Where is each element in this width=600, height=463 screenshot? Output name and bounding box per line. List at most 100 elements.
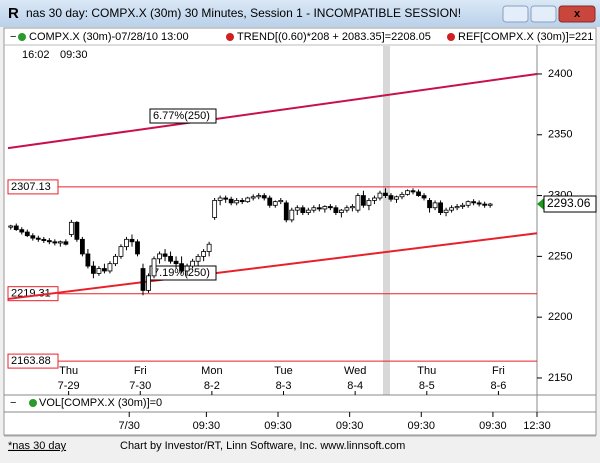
candle-body xyxy=(394,196,399,200)
ref-label-box xyxy=(7,353,59,369)
close-button[interactable] xyxy=(558,5,596,23)
candle-body xyxy=(57,241,63,244)
candle-body xyxy=(79,238,85,255)
legend-entry: COMPX.X (30m)-07/28/10 13:00 xyxy=(29,31,189,43)
candle-body xyxy=(91,265,96,274)
candle-body xyxy=(300,207,306,213)
candle-body xyxy=(234,200,240,204)
tab-label[interactable]: *nas 30 day xyxy=(8,440,67,452)
candle-body xyxy=(305,209,311,213)
day-label: Fri xyxy=(134,365,147,377)
last-price-arrow xyxy=(537,198,544,211)
ref-label: 2307.13 xyxy=(11,181,51,193)
candle-body xyxy=(206,243,212,252)
candle-body xyxy=(184,265,190,272)
collapse-icon[interactable]: − xyxy=(10,31,16,43)
candle-body xyxy=(24,231,30,237)
x-tick-label: 09:30 xyxy=(264,420,292,432)
x-tick-label: 12:30 xyxy=(523,420,551,432)
day-label: Wed xyxy=(344,365,366,377)
candle-body xyxy=(13,225,19,231)
candle-body xyxy=(179,263,184,272)
day-label: Tue xyxy=(274,365,293,377)
candle-body xyxy=(102,268,107,272)
candle-body xyxy=(471,201,477,204)
candle-body xyxy=(135,241,140,255)
candle-body xyxy=(52,241,58,244)
date-label: 7-29 xyxy=(58,380,80,392)
collapse-icon[interactable]: − xyxy=(10,397,16,409)
candle-body xyxy=(74,221,80,240)
x-tick-label: 09:30 xyxy=(479,420,507,432)
candle-body xyxy=(372,197,377,201)
candle-body xyxy=(377,192,383,199)
candle-body xyxy=(68,221,74,235)
candle-body xyxy=(118,246,124,257)
candle-body xyxy=(432,202,438,209)
x-tick-label: 7/30 xyxy=(119,420,140,432)
candle-body xyxy=(151,258,157,277)
candle-body xyxy=(190,260,195,267)
annotation: 6.77%(250) xyxy=(153,110,210,122)
candle-body xyxy=(399,193,405,198)
candle-body xyxy=(294,207,300,211)
close-glyph: x xyxy=(574,8,581,20)
time-label: 16:02 xyxy=(22,49,50,61)
day-label: Thu xyxy=(59,365,78,377)
volume-label: VOL[COMPX.X (30m)]=0 xyxy=(39,397,162,409)
candle-body xyxy=(85,253,91,267)
cursor-band xyxy=(383,46,390,395)
candle-body xyxy=(195,255,201,262)
candle-body xyxy=(113,255,118,265)
candle-body xyxy=(212,200,218,218)
title-bar xyxy=(0,0,600,27)
chart-pane xyxy=(3,27,597,436)
candle-body xyxy=(162,253,168,257)
y-tick-label: 2150 xyxy=(548,372,572,384)
last-price-label: 2293.06 xyxy=(547,196,591,210)
x-tick-label: 09:30 xyxy=(336,420,364,432)
legend-entry: REF[COMPX.X (30m)]=221 xyxy=(458,31,593,43)
date-label: 8-4 xyxy=(347,380,363,392)
candle-body xyxy=(327,206,333,209)
trend-line xyxy=(7,232,538,300)
candle-body xyxy=(421,195,427,199)
candle-body xyxy=(129,238,135,243)
candle-body xyxy=(30,235,36,239)
legend-icon xyxy=(447,33,455,41)
minimize-button[interactable] xyxy=(502,5,529,23)
legend-entry: TREND[(0.60)*208 + 2083.35]=2208.05 xyxy=(237,31,431,43)
day-label: Fri xyxy=(492,365,505,377)
candle-body xyxy=(223,197,229,200)
candle-body xyxy=(146,275,151,291)
last-price-box xyxy=(543,195,597,213)
candle-body xyxy=(63,241,69,245)
candle-body xyxy=(311,207,317,211)
x-tick-label: 09:30 xyxy=(408,420,436,432)
candle-body xyxy=(361,195,366,206)
candle-body xyxy=(228,198,234,204)
day-label: Mon xyxy=(201,365,222,377)
candle-body xyxy=(333,207,339,213)
candle-body xyxy=(96,268,102,274)
candle-body xyxy=(261,195,267,199)
date-label: 8-2 xyxy=(204,380,220,392)
candle-body xyxy=(250,196,256,199)
y-tick-label: 2250 xyxy=(548,250,572,262)
candle-body xyxy=(278,200,284,203)
candle-body xyxy=(388,195,394,200)
candle-body xyxy=(8,225,14,228)
maximize-button[interactable] xyxy=(530,5,557,23)
volume-icon xyxy=(29,399,37,407)
candle-body xyxy=(316,207,322,210)
window-title: nas 30 day: COMPX.X (30m) 30 Minutes, Se… xyxy=(26,6,461,20)
candle-body xyxy=(449,207,454,211)
candle-body xyxy=(487,203,493,206)
candle-body xyxy=(427,200,432,209)
y-tick-label: 2200 xyxy=(548,311,572,323)
y-tick-label: 2400 xyxy=(548,68,572,80)
candle-body xyxy=(124,238,129,248)
candle-body xyxy=(283,202,289,221)
candle-body xyxy=(355,195,361,211)
